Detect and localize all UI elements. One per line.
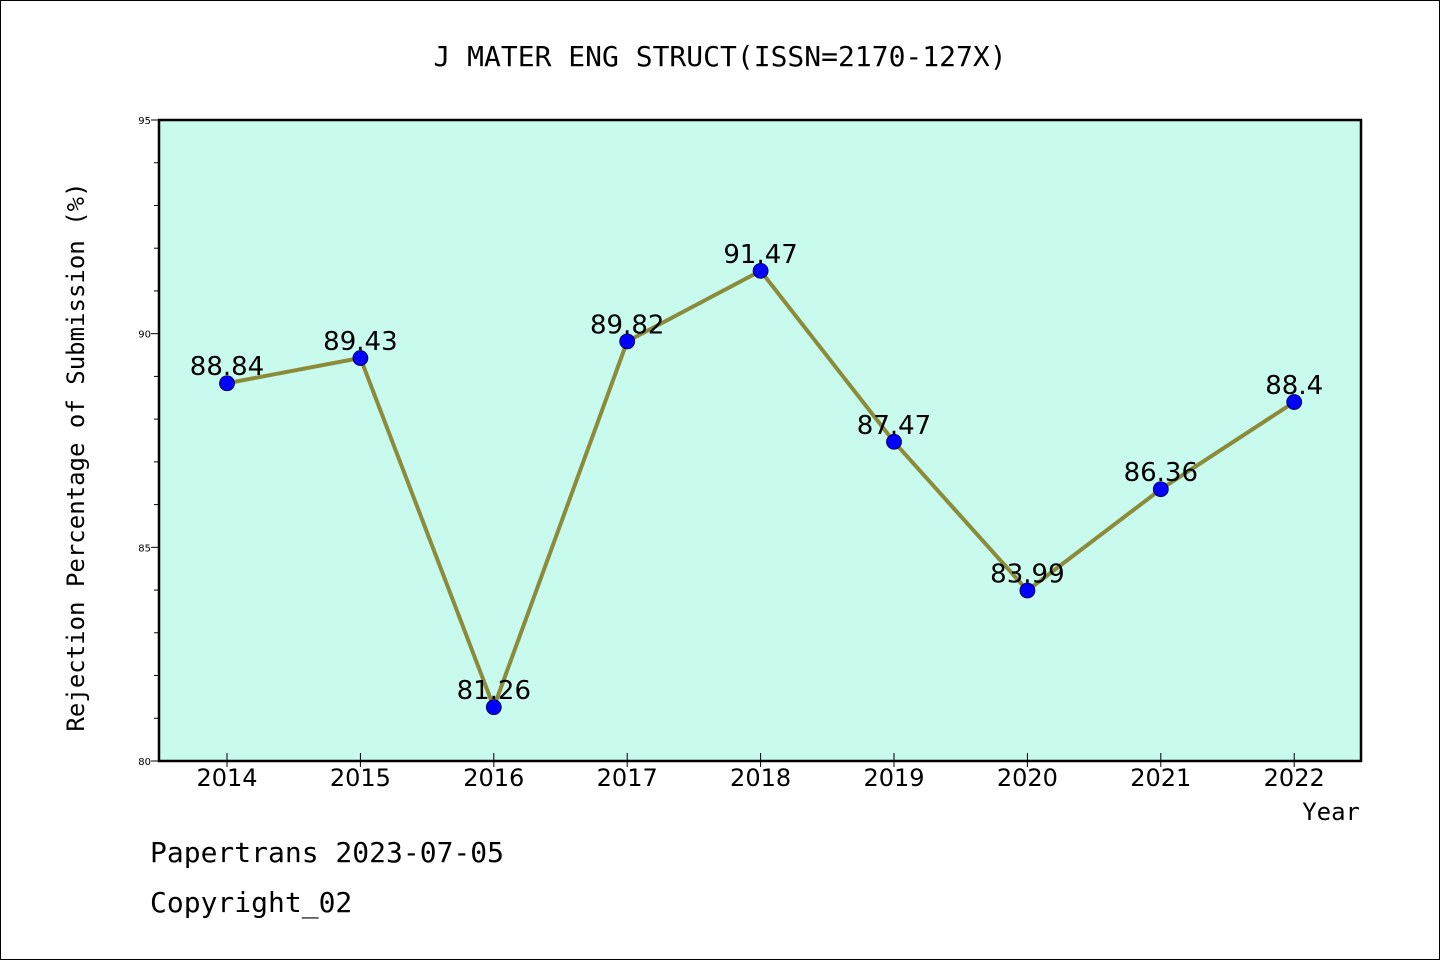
data-label: 88.4 [1265,371,1323,401]
footer-date: Papertrans 2023-07-05 [150,836,505,869]
x-axis-label: Year [1302,798,1360,826]
data-label: 83.99 [990,559,1064,589]
y-tick-label: 90 [138,330,151,341]
x-tick-label: 2018 [730,764,791,792]
data-label: 89.43 [323,327,397,357]
y-tick-label: 95 [138,116,151,127]
data-point [619,333,636,350]
data-label: 87.47 [857,411,931,441]
x-tick-label: 2020 [997,764,1058,792]
x-tick-label: 2021 [1130,764,1191,792]
x-tick-label: 2019 [863,764,924,792]
data-point [886,433,902,450]
data-point [1152,481,1169,498]
x-axis: 2014 2015 2016 2017 2018 2019 2020 2021 2022 [196,753,1325,792]
data-point [1286,394,1303,410]
data-label: 91.47 [723,240,797,270]
y-tick-label: 80 [138,757,151,768]
x-tick-label: 2016 [463,764,524,792]
data-point [752,262,769,279]
series-markers [219,262,1303,716]
plot-area [157,118,1363,763]
chart-title: J MATER ENG STRUCT(ISSN=2170-127X) [433,40,1006,73]
data-label: 89.82 [590,310,664,340]
data-labels: 88.84 89.43 81.26 89.82 91.47 87.47 83.99 86.36… [190,240,1323,706]
x-tick-label: 2014 [196,764,257,792]
y-tick-label: 85 [138,543,151,554]
x-tick-label: 2015 [330,764,391,792]
data-label: 86.36 [1124,458,1198,488]
x-tick-label: 2017 [597,764,658,792]
footer-copyright: Copyright_02 [150,886,353,919]
data-label: 81.26 [457,676,531,706]
data-point [219,375,235,392]
y-axis-label: Rejection Percentage of Submission (%) [62,182,90,731]
data-point [485,699,502,716]
data-point [1019,582,1036,599]
y-axis: 80 85 90 95 [138,116,159,768]
data-label: 88.84 [190,352,264,382]
data-point [352,350,369,366]
x-tick-label: 2022 [1264,764,1325,792]
